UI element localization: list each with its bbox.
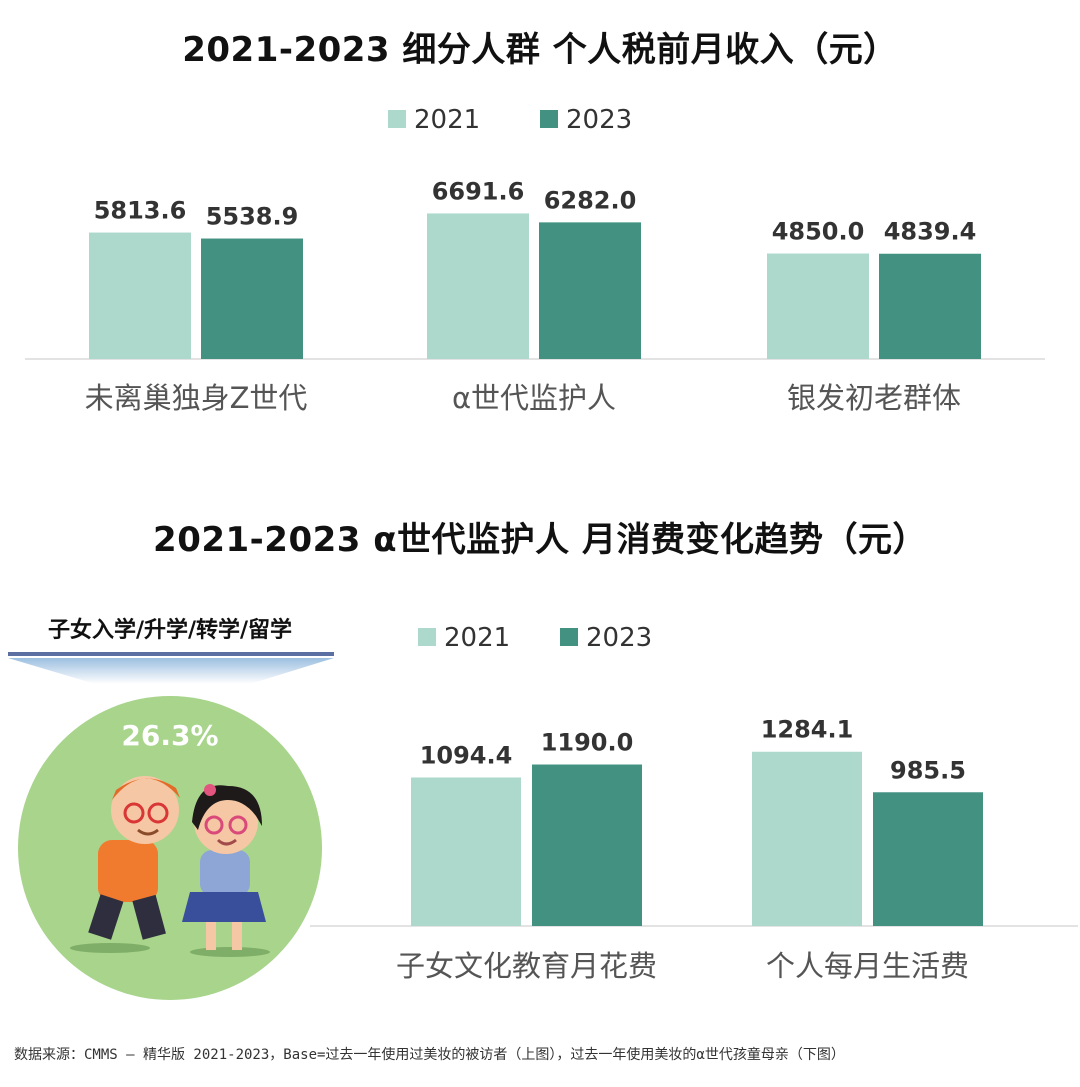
bar-2023 (879, 253, 981, 359)
category-label: 个人每月生活费 (766, 949, 969, 983)
data-label: 4850.0 (772, 218, 865, 246)
legend-swatch-2023 (540, 109, 558, 128)
source-note: 数据来源：CMMS – 精华版 2021-2023，Base=过去一年使用过美妆… (14, 1047, 845, 1063)
data-label: 4839.4 (884, 218, 977, 246)
category-label: 子女文化教育月花费 (396, 949, 657, 983)
category-label: α世代监护人 (452, 381, 616, 415)
legend-item-2021: 2021 (388, 105, 480, 135)
banner-ribbon (8, 658, 334, 684)
legend-label-2023: 2023 (566, 105, 633, 135)
category-label: 未离巢独身Z世代 (85, 381, 308, 415)
banner-underline (8, 652, 334, 656)
top-bar-chart: 5813.6 5538.9 未离巢独身Z世代 6691.6 6282.0 α世代监护人 48… (25, 177, 1045, 415)
bar-2021 (427, 213, 529, 359)
data-label: 1094.4 (420, 741, 513, 769)
bar-2021 (767, 253, 869, 359)
illustration-panel: 26.3% (8, 652, 334, 1000)
legend-item-2023: 2023 (540, 105, 632, 135)
data-label: 5813.6 (94, 197, 187, 225)
bar-2023 (201, 238, 303, 359)
legend-label-2021: 2021 (444, 623, 511, 653)
legend-swatch-2023 (560, 627, 578, 646)
legend-label-2023: 2023 (586, 623, 653, 653)
data-label: 1190.0 (541, 729, 634, 757)
data-label: 6691.6 (432, 177, 525, 205)
data-label: 6282.0 (544, 186, 637, 214)
bottom-chart-title: 2021-2023 α世代监护人 月消费变化趋势（元） (153, 520, 927, 560)
bar-2023 (873, 792, 983, 926)
bar-2023 (532, 764, 642, 926)
top-chart-title: 2021-2023 细分人群 个人税前月收入（元） (182, 30, 898, 70)
legend-item-2023: 2023 (560, 623, 652, 653)
banner-label: 子女入学/升学/转学/留学 (47, 618, 293, 643)
bar-2021 (411, 777, 521, 926)
bar-2021 (89, 232, 191, 359)
category-label: 银发初老群体 (787, 381, 961, 415)
bar-2023 (539, 222, 641, 359)
data-label: 5538.9 (206, 203, 299, 231)
legend-item-2021: 2021 (418, 623, 510, 653)
legend-swatch-2021 (388, 109, 406, 128)
legend-swatch-2021 (418, 627, 436, 646)
legend-label-2021: 2021 (414, 105, 481, 135)
data-label: 1284.1 (761, 716, 854, 744)
bar-2021 (752, 751, 862, 926)
data-label: 985.5 (890, 756, 966, 784)
kids-illustration-icon (70, 776, 270, 957)
percent-label: 26.3% (121, 719, 218, 752)
